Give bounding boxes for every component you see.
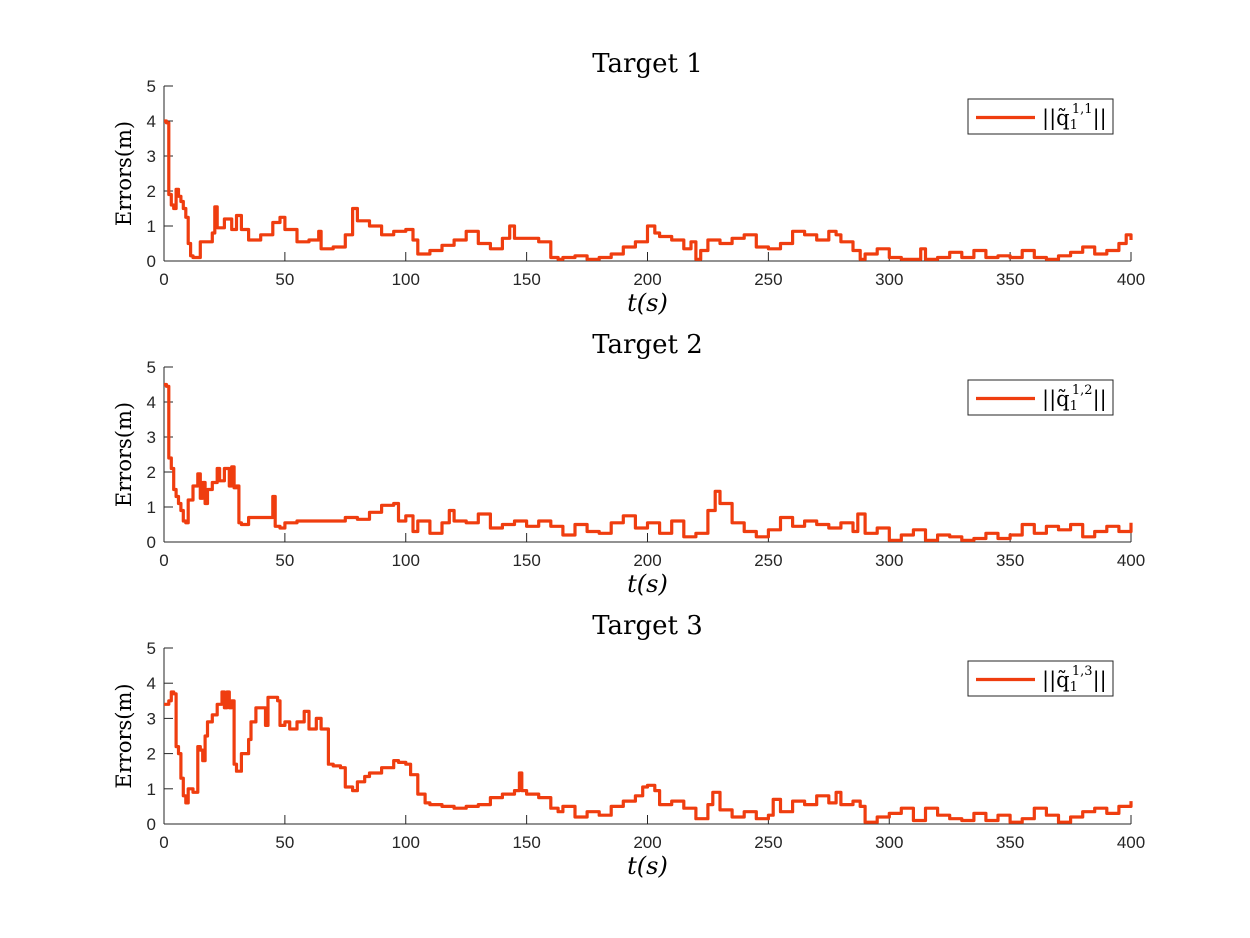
subplot-target-1: Target 1 0 50 100 150 200 250 300 350 400 0 1 2 3 4 5 t(…	[112, 49, 1145, 317]
y-tick-label: 2	[147, 182, 156, 201]
y-tick-label: 1	[147, 780, 156, 799]
x-axis-label: t(s)	[627, 289, 668, 317]
y-axis-label: Errors(m)	[112, 121, 136, 226]
y-tick-label: 1	[147, 217, 156, 236]
subplot-target-2: Target 2 0 50 100 150 200 250 300 350 400 0 1 2 3 4 5 t(…	[112, 330, 1145, 598]
legend-label: ||q̃11,1||	[1042, 102, 1107, 133]
x-tick-label: 400	[1117, 551, 1145, 570]
x-tick-label: 50	[275, 551, 294, 570]
legend-label-superscript: 1,2	[1072, 383, 1093, 398]
y-tick-label: 1	[147, 498, 156, 517]
x-tick-label: 100	[392, 270, 420, 289]
legend-label-open: ||q̃	[1042, 387, 1070, 412]
y-tick-label: 3	[147, 147, 156, 166]
y-tick-label: 4	[147, 393, 156, 412]
y-tick-label: 0	[147, 533, 156, 552]
y-tick-label: 0	[147, 252, 156, 271]
y-tick-label: 3	[147, 428, 156, 447]
legend-label: ||q̃11,3||	[1042, 664, 1107, 695]
x-tick-label: 400	[1117, 270, 1145, 289]
legend-label-subscript: 1	[1070, 680, 1078, 695]
legend-label-subscript: 1	[1070, 399, 1078, 414]
x-tick-label: 50	[275, 833, 294, 852]
x-tick-label: 100	[392, 833, 420, 852]
y-tick-label: 5	[147, 358, 156, 377]
chart-title: Target 1	[592, 49, 703, 79]
x-tick-label: 200	[633, 270, 661, 289]
series-line-1	[164, 119, 1133, 261]
x-tick-label: 300	[875, 833, 903, 852]
x-tick-label: 250	[754, 833, 782, 852]
series-line-1	[164, 382, 1133, 542]
x-tick-label: 350	[996, 270, 1024, 289]
legend-label-subscript: 1	[1070, 118, 1078, 133]
x-tick-label: 250	[754, 551, 782, 570]
x-axis-label: t(s)	[627, 852, 668, 880]
x-tick-label: 0	[159, 270, 168, 289]
y-tick-label: 3	[147, 709, 156, 728]
x-tick-label: 200	[633, 833, 661, 852]
legend-label-open: ||q̃	[1042, 668, 1070, 693]
x-tick-label: 400	[1117, 833, 1145, 852]
x-tick-label: 0	[159, 551, 168, 570]
legend: ||q̃11,1||	[967, 98, 1114, 135]
y-axis-label: Errors(m)	[112, 683, 136, 788]
legend-label-close: ||	[1093, 668, 1107, 693]
y-tick-label: 2	[147, 463, 156, 482]
y-tick-label: 0	[147, 815, 156, 834]
legend: ||q̃11,2||	[967, 379, 1114, 416]
subplot-target-3: Target 3 0 50 100 150 200 250 300 350 400 0 1 2 3 4 5 t(…	[112, 611, 1145, 880]
x-tick-label: 150	[512, 833, 540, 852]
x-tick-label: 250	[754, 270, 782, 289]
y-tick-label: 4	[147, 112, 156, 131]
x-tick-label: 350	[996, 551, 1024, 570]
chart-title: Target 3	[592, 611, 703, 641]
legend-label-superscript: 1,3	[1072, 664, 1093, 679]
chart-title: Target 2	[592, 330, 703, 360]
x-tick-label: 200	[633, 551, 661, 570]
series-line-1	[164, 690, 1133, 824]
x-tick-label: 150	[512, 551, 540, 570]
y-tick-label: 2	[147, 745, 156, 764]
legend-label-open: ||q̃	[1042, 106, 1070, 131]
x-tick-label: 50	[275, 270, 294, 289]
y-tick-label: 4	[147, 674, 156, 693]
y-tick-label: 5	[147, 639, 156, 658]
y-tick-label: 5	[147, 77, 156, 96]
x-tick-label: 150	[512, 270, 540, 289]
legend: ||q̃11,3||	[967, 660, 1114, 697]
x-tick-label: 100	[392, 551, 420, 570]
legend-label-superscript: 1,1	[1072, 102, 1093, 117]
y-axis-label: Errors(m)	[112, 402, 136, 507]
x-tick-label: 0	[159, 833, 168, 852]
legend-label-close: ||	[1093, 106, 1107, 131]
x-axis-label: t(s)	[627, 570, 668, 598]
x-tick-label: 300	[875, 270, 903, 289]
x-tick-label: 350	[996, 833, 1024, 852]
legend-label-close: ||	[1093, 387, 1107, 412]
x-tick-label: 300	[875, 551, 903, 570]
legend-label: ||q̃11,2||	[1042, 383, 1107, 414]
